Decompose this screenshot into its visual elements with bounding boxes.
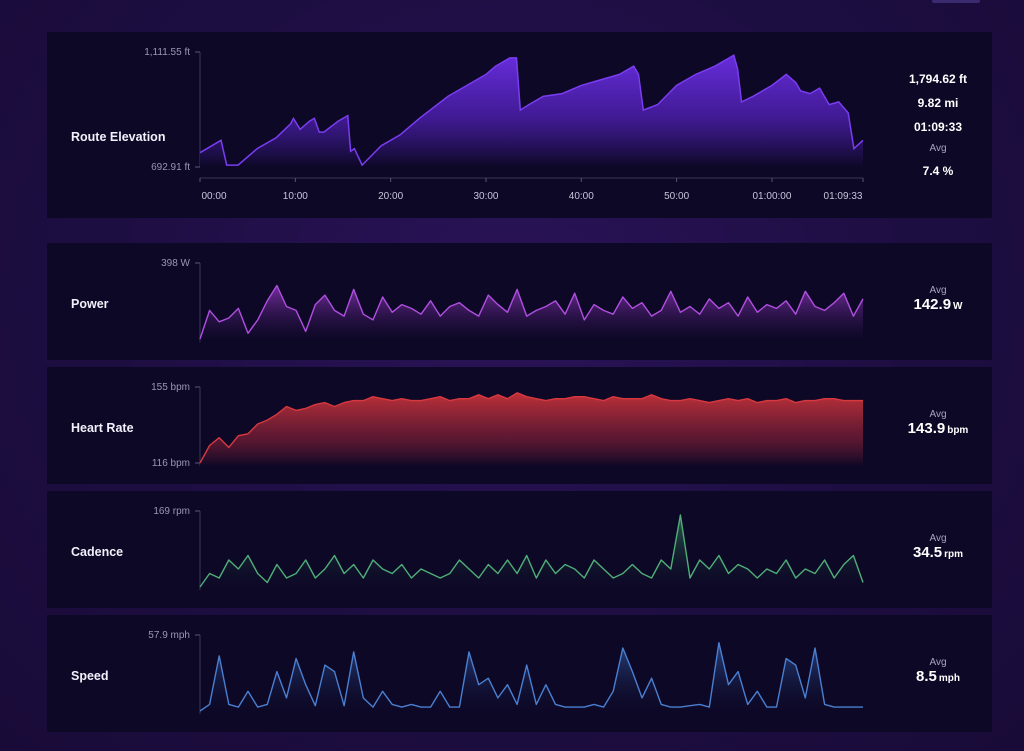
- speed-line: [199, 642, 863, 712]
- cadence-avg-value: 34.5: [912, 544, 943, 561]
- power-avg-stat: Avg 142.9 W: [893, 285, 983, 314]
- cadence-line: [199, 514, 864, 588]
- y-tick-label: 692.91 ft: [151, 162, 190, 173]
- speed-area: [200, 642, 863, 714]
- heart-rate-label: Heart Rate: [71, 421, 134, 435]
- speed-label: Speed: [71, 669, 109, 683]
- y-tick-label: 1,111.55 ft: [144, 47, 190, 58]
- route-elevation-chart: 1,111.55 ft 692.91 ft 00:00 10:00 20:00 30:00…: [144, 47, 864, 202]
- heart_rate-line: [199, 392, 863, 464]
- x-tick-label: 20:00: [378, 191, 403, 202]
- power-y-tick-label: 398 W: [161, 258, 190, 269]
- power-line: [199, 284, 864, 340]
- elevation-area: [200, 55, 863, 168]
- heart-rate-avg-unit: bpm: [947, 425, 969, 436]
- power-label: Power: [71, 297, 109, 311]
- cadence-avg-stat: Avg 34.5 rpm: [893, 533, 983, 562]
- top-tab-indicator: [932, 0, 980, 3]
- speed-panel: Speed 57.9 mph Avg 8.5 mph: [47, 615, 992, 732]
- speed-avg-label: Avg: [929, 657, 947, 668]
- x-tick-label: 10:00: [283, 191, 308, 202]
- distance-stat: 9.82 mi: [917, 96, 959, 110]
- speed-avg-stat: Avg 8.5 mph: [893, 657, 983, 686]
- speed-chart: 57.9 mph: [148, 630, 863, 714]
- elevation-gain-stat: 1,794.62 ft: [908, 72, 968, 86]
- x-tick-label: 01:09:33: [824, 191, 863, 202]
- x-tick-label: 01:00:00: [752, 191, 791, 202]
- heart-rate-avg-stat: Avg 143.9 bpm: [893, 409, 983, 438]
- cadence-label: Cadence: [71, 545, 124, 559]
- power-panel: Power 398 W Avg 142.9 W: [47, 243, 992, 360]
- heart-rate-avg-value: 143.9: [907, 420, 946, 437]
- heart_rate-y-tick-label: 116 bpm: [152, 458, 190, 469]
- route-elevation-panel: Route Elevation 1,111.55 ft 692.91 ft 00:0…: [47, 32, 992, 218]
- avg-grade-stat: 7.4 %: [922, 164, 954, 178]
- speed-y-tick-label: 57.9 mph: [148, 630, 190, 641]
- elevation-avg-label: Avg: [929, 143, 947, 154]
- x-tick-label: 00:00: [201, 191, 226, 202]
- elevation-line: [199, 54, 864, 167]
- speed-avg-value: 8.5: [916, 668, 937, 685]
- power-avg-unit: W: [953, 301, 963, 312]
- power-avg-value: 142.9: [913, 296, 952, 313]
- cadence-chart: 169 rpm: [153, 506, 864, 590]
- power-avg-label: Avg: [929, 285, 947, 296]
- x-tick-label: 30:00: [473, 191, 498, 202]
- heart_rate-y-tick-label: 155 bpm: [151, 382, 190, 393]
- heart-rate-chart: 155 bpm 116 bpm: [151, 382, 863, 469]
- heart_rate-area: [200, 392, 863, 466]
- x-tick-label: 50:00: [664, 191, 689, 202]
- cadence-y-tick-label: 169 rpm: [153, 506, 190, 517]
- x-tick-label: 40:00: [569, 191, 594, 202]
- heart-rate-avg-label: Avg: [929, 409, 947, 420]
- route-elevation-label: Route Elevation: [71, 130, 166, 144]
- cadence-avg-unit: rpm: [944, 549, 964, 560]
- cadence-panel: Cadence 169 rpm Avg 34.5 rpm: [47, 491, 992, 608]
- heart-rate-panel: Heart Rate 155 bpm 116 bpm Avg 143.9 bpm: [47, 367, 992, 484]
- power-chart: 398 W: [161, 258, 864, 342]
- cadence-area: [200, 515, 863, 590]
- cadence-avg-label: Avg: [929, 533, 947, 544]
- duration-stat: 01:09:33: [913, 120, 963, 134]
- speed-avg-unit: mph: [938, 673, 960, 684]
